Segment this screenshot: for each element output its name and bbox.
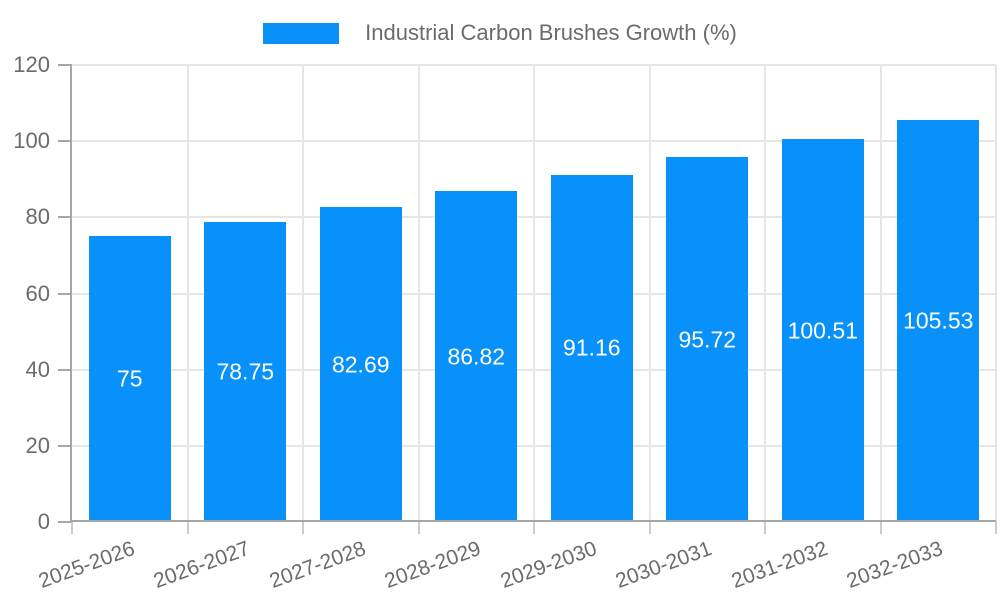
y-tick (58, 368, 72, 371)
x-tick (879, 522, 882, 534)
x-tick (417, 522, 420, 534)
x-tick (648, 522, 651, 534)
legend-swatch (263, 22, 340, 44)
y-tick (58, 64, 72, 66)
x-tick (764, 522, 766, 534)
v-gridline (764, 65, 766, 522)
chart-legend[interactable]: Industrial Carbon Brushes Growth (%) (0, 20, 1000, 46)
bar-value-label: 75 (116, 365, 143, 392)
y-tick (58, 140, 72, 143)
v-gridline (879, 65, 882, 522)
x-tick (995, 522, 997, 534)
bar-value-label: 86.82 (447, 343, 506, 370)
bar-value-label: 95.72 (678, 326, 737, 353)
y-tick-label: 60 (25, 280, 50, 306)
v-gridline (186, 65, 189, 522)
legend-label: Industrial Carbon Brushes Growth (%) (365, 20, 737, 45)
y-tick-label: 80 (25, 204, 50, 230)
y-tick-label: 40 (25, 356, 50, 382)
y-tick-label: 20 (25, 432, 50, 458)
x-tick (186, 522, 189, 534)
y-tick-label: 100 (13, 128, 50, 154)
bar-value-label: 100.51 (787, 317, 858, 344)
bar[interactable] (88, 236, 171, 522)
v-gridline (995, 65, 997, 522)
y-tick (58, 444, 72, 447)
bar[interactable] (204, 222, 287, 522)
y-tick-label: 120 (13, 52, 50, 77)
bar-value-label: 82.69 (331, 351, 390, 378)
bar-value-label: 78.75 (216, 358, 275, 385)
bar[interactable] (897, 120, 980, 522)
bar[interactable] (319, 207, 402, 522)
x-tick (302, 522, 304, 534)
x-tick (533, 522, 535, 534)
y-tick (58, 292, 72, 295)
v-gridline (302, 65, 304, 522)
bar-value-label: 91.16 (562, 334, 621, 361)
y-axis-line (70, 65, 72, 522)
v-gridline (648, 65, 651, 522)
v-gridline (533, 65, 535, 522)
y-tick (58, 521, 72, 523)
bar-value-label: 105.53 (903, 307, 974, 334)
bar[interactable] (550, 174, 633, 522)
bar[interactable] (781, 139, 864, 522)
v-gridline (417, 65, 420, 522)
y-tick-label: 0 (37, 509, 50, 534)
bar[interactable] (666, 157, 749, 522)
x-tick (71, 522, 73, 534)
x-axis-line (70, 520, 996, 522)
y-tick (58, 216, 72, 219)
bar[interactable] (435, 191, 518, 522)
